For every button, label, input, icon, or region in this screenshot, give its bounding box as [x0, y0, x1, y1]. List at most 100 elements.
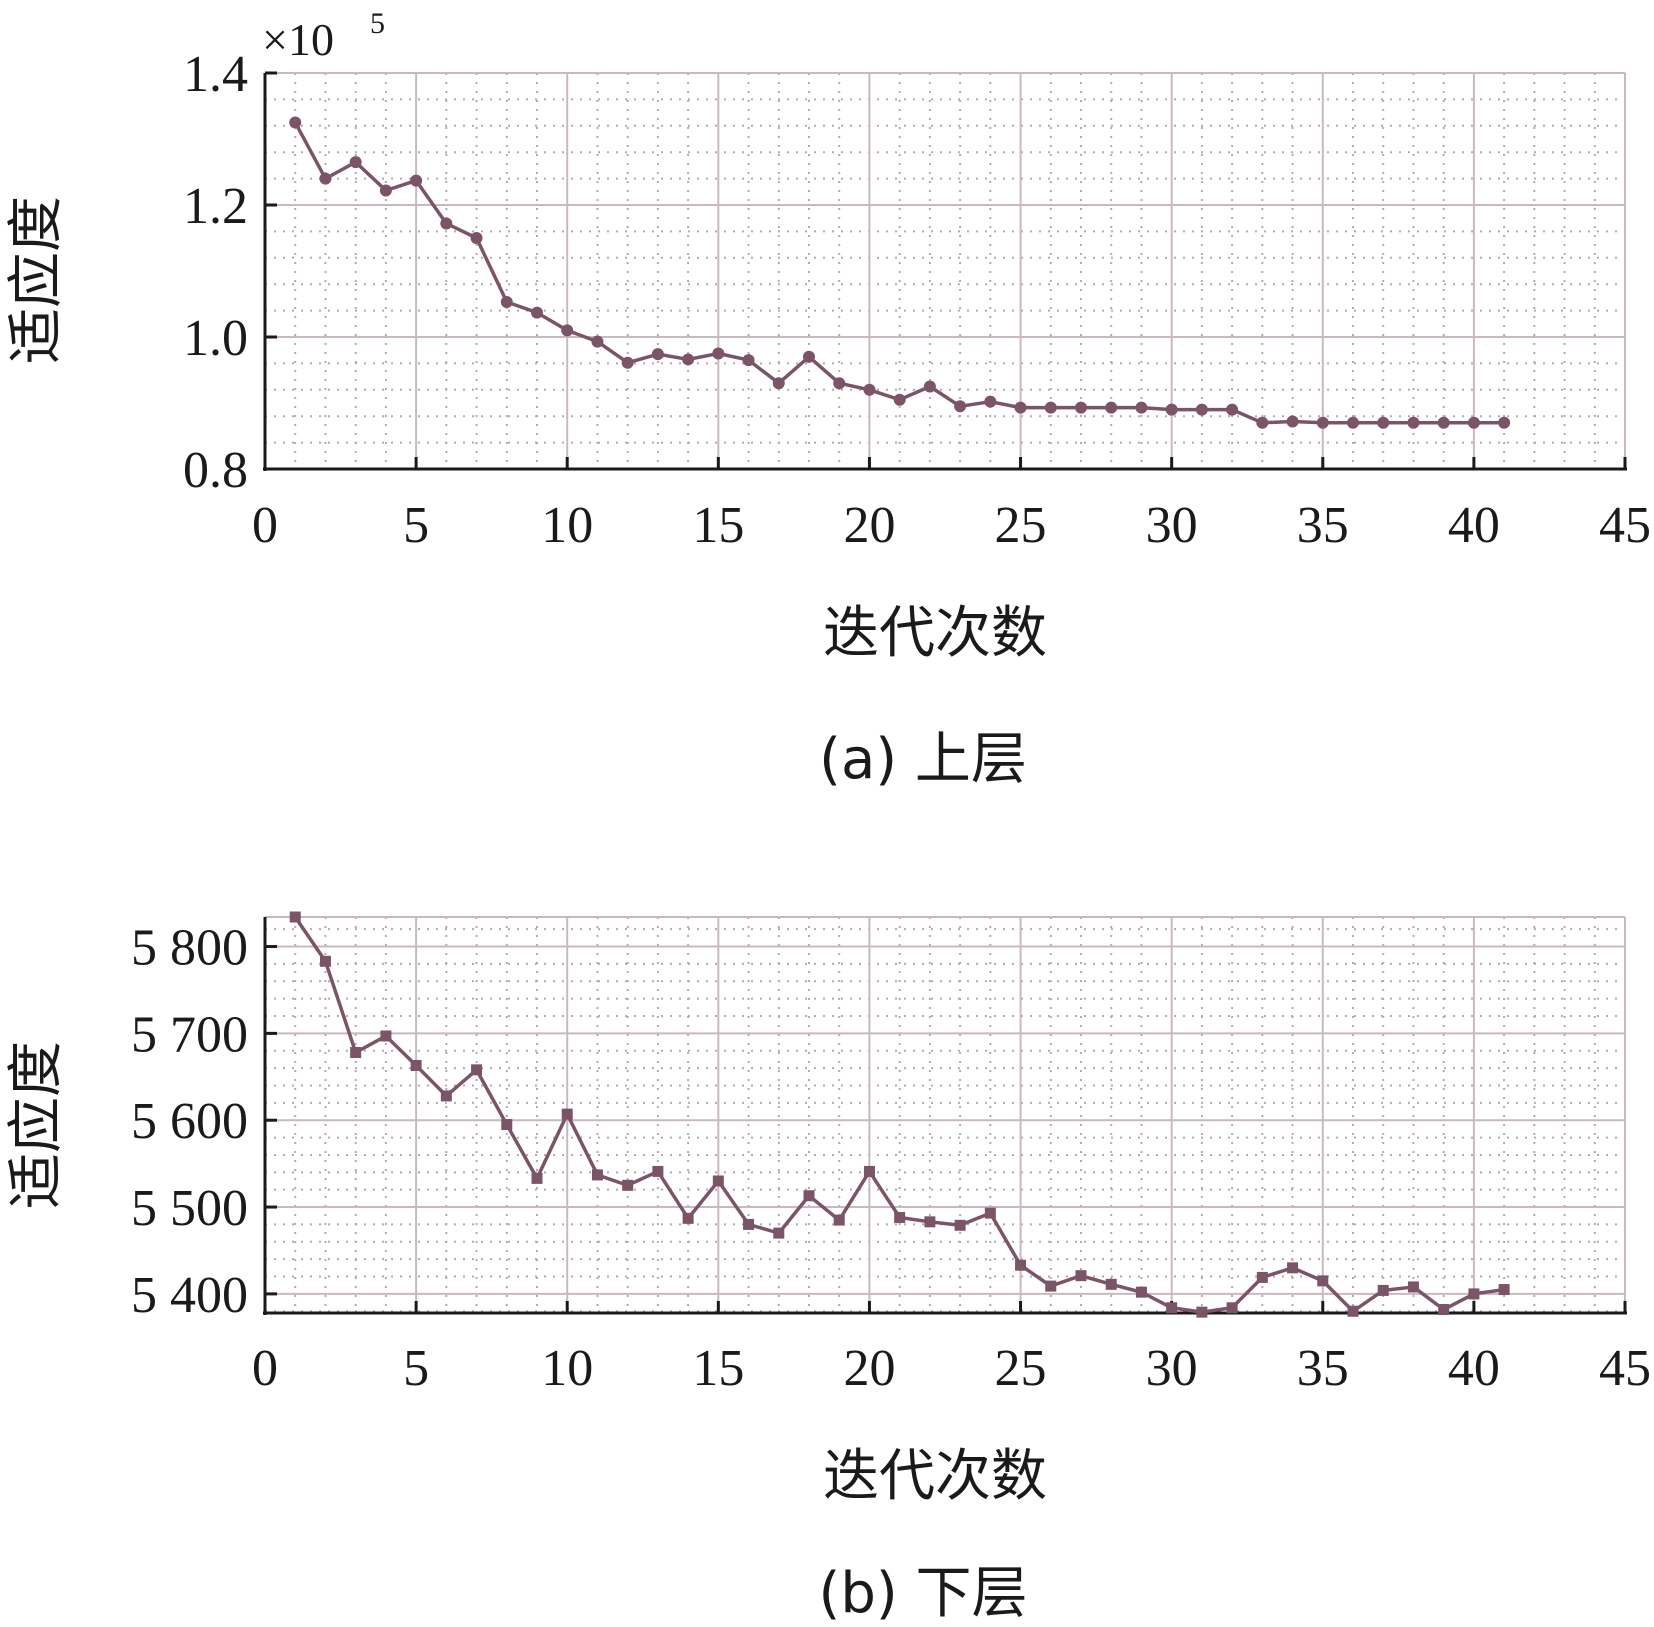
- data-point: [410, 1060, 422, 1071]
- y-tick-label: 0.8: [183, 442, 248, 499]
- data-point: [1287, 1262, 1299, 1274]
- data-point: [319, 955, 331, 967]
- x-tick-label: 30: [1146, 1340, 1198, 1397]
- data-point: [1105, 401, 1118, 414]
- data-point: [923, 380, 936, 393]
- data-point: [1498, 1284, 1510, 1296]
- x-tick-label: 15: [692, 497, 744, 554]
- data-point: [863, 1165, 875, 1177]
- x-tick-label: 20: [843, 1340, 895, 1397]
- x-tick-label: 20: [843, 497, 895, 554]
- data-point: [379, 184, 392, 197]
- data-point: [561, 1108, 573, 1120]
- data-point: [471, 1064, 483, 1076]
- data-point: [682, 1212, 694, 1224]
- grid-lower: 0 5 10 15 20 25 30 35 40 45 5 400 5 500 5 600 5 700 5 …: [131, 916, 1651, 1397]
- data-point: [1014, 401, 1027, 414]
- data-point: [1226, 403, 1239, 416]
- data-point: [1165, 403, 1178, 416]
- x-tick-label: 10: [541, 1340, 593, 1397]
- data-point: [863, 383, 876, 396]
- plot-background-lower: [265, 917, 1625, 1313]
- data-point: [1135, 401, 1148, 414]
- data-point: [1105, 1278, 1117, 1290]
- plot-area-upper: [289, 116, 1511, 429]
- x-tick-label: 45: [1599, 497, 1651, 554]
- data-point: [954, 400, 967, 413]
- x-tick-label: 5: [403, 1340, 429, 1397]
- x-tick-label: 0: [252, 1340, 278, 1397]
- data-point: [803, 1190, 815, 1202]
- data-point: [1044, 401, 1057, 414]
- data-point: [893, 393, 906, 406]
- data-point: [742, 354, 755, 367]
- data-point: [1377, 1284, 1389, 1296]
- data-point: [1256, 416, 1269, 429]
- data-point: [289, 116, 302, 129]
- x-tick-label: 40: [1448, 497, 1500, 554]
- data-point: [1468, 1288, 1480, 1300]
- data-point: [500, 296, 513, 309]
- data-point: [1226, 1302, 1238, 1314]
- data-point: [984, 1207, 996, 1219]
- data-point: [1347, 416, 1359, 429]
- data-point: [319, 172, 332, 185]
- data-point: [1438, 1304, 1450, 1316]
- data-point: [561, 324, 574, 337]
- data-point: [712, 1175, 724, 1187]
- x-tick-label: 45: [1599, 1340, 1651, 1397]
- y-tick-label: 5 600: [131, 1093, 248, 1150]
- y-tick-label: 5 500: [131, 1180, 248, 1237]
- y-scale-multiplier: ×10: [262, 14, 334, 65]
- x-tick-label: 0: [252, 497, 278, 554]
- data-point: [1377, 416, 1390, 429]
- data-point: [833, 1214, 845, 1226]
- data-point: [501, 1119, 513, 1131]
- data-point: [440, 217, 453, 230]
- x-axis-title-upper: 迭代次数: [823, 601, 1047, 666]
- data-point: [682, 353, 695, 366]
- x-tick-label: 15: [692, 1340, 744, 1397]
- x-tick-label: 35: [1297, 497, 1349, 554]
- data-point: [652, 1165, 664, 1177]
- x-tick-label: 30: [1146, 497, 1198, 554]
- data-point: [531, 1172, 543, 1184]
- data-point: [622, 1179, 634, 1191]
- y-tick-label: 1.4: [183, 46, 248, 103]
- y-tick-label: 5 800: [131, 920, 248, 977]
- data-point: [712, 347, 725, 360]
- data-point: [1467, 416, 1480, 429]
- panel-upper-layer: 0 5 10 15 20 25 30 35 40 45 0.8 1.0 1.2 1.4 ×10 5 适应度…: [4, 7, 1651, 792]
- data-point: [984, 395, 997, 408]
- data-point: [591, 335, 604, 348]
- plot-background-upper: [265, 73, 1625, 469]
- data-point: [1316, 416, 1329, 429]
- data-point: [349, 156, 362, 169]
- data-point: [1015, 1259, 1027, 1271]
- data-point: [621, 356, 634, 369]
- x-tick-label: 10: [541, 497, 593, 554]
- data-point: [1075, 401, 1087, 414]
- panel-lower-layer: 0 5 10 15 20 25 30 35 40 45 5 400 5 500 5 600 5 700 5 …: [4, 911, 1651, 1626]
- grid-upper: 0 5 10 15 20 25 30 35 40 45 0.8 1.0 1.2 1.4: [183, 46, 1651, 554]
- y-axis-title-upper: 适应度: [4, 196, 69, 364]
- data-point: [773, 1227, 785, 1239]
- x-tick-label: 25: [995, 497, 1047, 554]
- data-point: [289, 911, 301, 923]
- caption-upper: (a) 上层: [819, 727, 1027, 792]
- x-tick-label: 35: [1297, 1340, 1349, 1397]
- data-point: [1075, 1270, 1087, 1282]
- data-point: [1256, 1271, 1268, 1283]
- data-point: [1196, 1306, 1208, 1318]
- data-point: [803, 350, 815, 363]
- data-point: [743, 1218, 755, 1230]
- data-point: [1135, 1286, 1147, 1298]
- data-point: [531, 306, 543, 319]
- data-point: [1498, 416, 1511, 429]
- plot-area-lower: [289, 911, 1510, 1318]
- data-point: [410, 174, 423, 187]
- y-tick-label: 5 400: [131, 1267, 248, 1324]
- y-axis-title-lower: 适应度: [4, 1041, 69, 1209]
- data-point: [440, 1090, 452, 1102]
